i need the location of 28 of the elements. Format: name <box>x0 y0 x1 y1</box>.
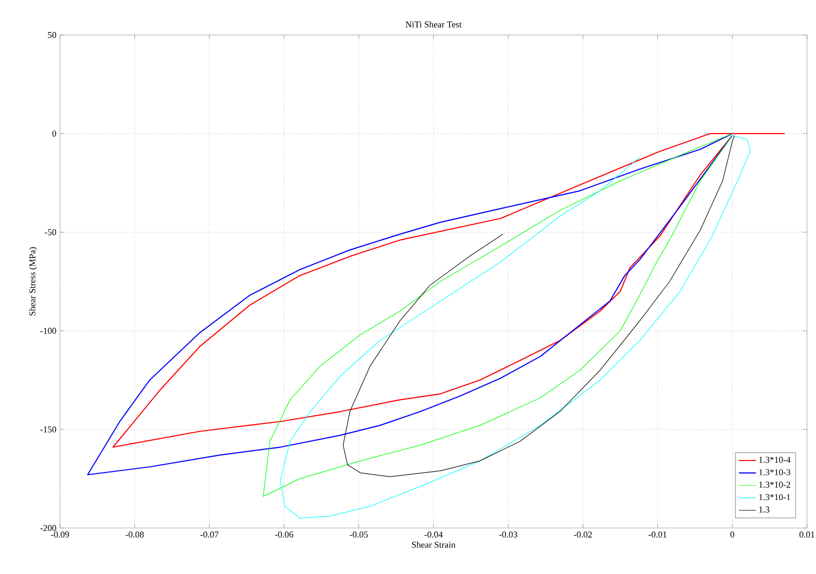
y-tick-label: -200 <box>40 524 56 532</box>
x-tick-label: -0.01 <box>648 532 666 538</box>
x-tick-label: -0.05 <box>350 532 368 538</box>
y-tick-label: -100 <box>40 328 56 334</box>
y-tick-label: -150 <box>40 426 56 432</box>
legend-label: 1.3*10-3 <box>759 469 790 476</box>
chart-title: NiTi Shear Test <box>406 21 462 28</box>
x-axis-title: Shear Strain <box>412 541 456 548</box>
y-axis-title: Shear Stress (MPa) <box>29 247 38 316</box>
x-tick-label: -0.03 <box>499 532 518 538</box>
x-tick-label: -0.06 <box>275 532 294 538</box>
line-series <box>342 135 735 478</box>
legend-label: 1.3 <box>759 506 770 513</box>
x-tick-label: 0 <box>730 532 734 538</box>
x-tick-label: -0.08 <box>126 532 144 538</box>
x-tick-label: -0.04 <box>424 532 443 538</box>
line-series <box>87 133 733 476</box>
x-tick-label: 0.01 <box>800 532 814 538</box>
x-tick-label: -0.09 <box>50 532 69 538</box>
y-tick-label: 0 <box>52 130 56 137</box>
x-tick-label: -0.07 <box>200 532 218 538</box>
line-series <box>112 133 786 448</box>
x-tick-label: -0.02 <box>574 532 592 538</box>
legend-label: 1.3*10-1 <box>759 494 790 500</box>
legend-label: 1.3*10-2 <box>759 482 790 488</box>
y-tick-label: 50 <box>48 32 56 38</box>
y-tick-label: -50 <box>44 229 56 236</box>
legend-label: 1.3*10-4 <box>759 456 790 463</box>
